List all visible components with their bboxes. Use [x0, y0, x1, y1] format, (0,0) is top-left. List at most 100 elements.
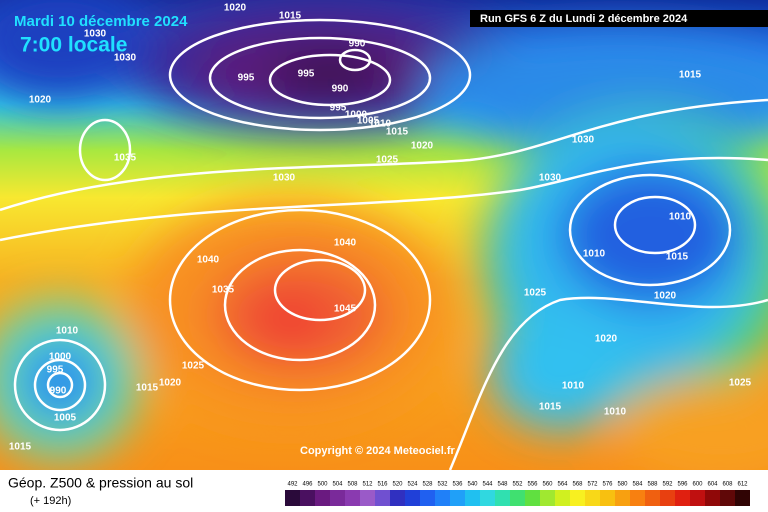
- legend-label: 596: [677, 482, 688, 488]
- isobar-label: 1010: [604, 407, 627, 418]
- legend-label: 520: [392, 482, 403, 488]
- legend-label: 512: [362, 482, 373, 488]
- legend-label: 560: [542, 482, 553, 488]
- map-background: [0, 0, 768, 470]
- legend-swatch: [735, 490, 750, 506]
- isobar-label: 1030: [539, 173, 562, 184]
- time-title: 7:00 locale: [20, 34, 127, 57]
- isobar-label: 995: [47, 365, 64, 376]
- isobar-label: 1035: [114, 153, 137, 164]
- isobar-label: 1010: [562, 381, 585, 392]
- legend-label: 492: [287, 482, 298, 488]
- legend-label: 552: [512, 482, 523, 488]
- isobar-label: 1015: [279, 11, 302, 22]
- isobar-label: 1045: [334, 304, 357, 315]
- isobars: [0, 18, 768, 470]
- isobar-label: 1020: [654, 291, 677, 302]
- legend-label: 608: [722, 482, 733, 488]
- isobar-label: 1030: [572, 135, 595, 146]
- legend-swatch: [405, 490, 420, 506]
- isobar-label: 1010: [369, 119, 392, 130]
- legend-swatch: [480, 490, 495, 506]
- legend-swatch: [330, 490, 345, 506]
- legend-label: 604: [707, 482, 718, 488]
- legend-swatch: [600, 490, 615, 506]
- legend-label: 548: [497, 482, 508, 488]
- legend-swatch: [555, 490, 570, 506]
- legend-label: 612: [737, 482, 748, 488]
- legend-swatch: [720, 490, 735, 506]
- legend-label: 576: [602, 482, 613, 488]
- legend-swatch: [510, 490, 525, 506]
- legend-label: 516: [377, 482, 388, 488]
- isobar-label: 1015: [666, 252, 689, 263]
- legend-label: 592: [662, 482, 673, 488]
- legend-swatch: [675, 490, 690, 506]
- copyright: Copyright © 2024 Meteociel.fr: [300, 445, 456, 457]
- isobar-label: 1040: [334, 238, 357, 249]
- legend-label: 572: [587, 482, 598, 488]
- isobar-label: 995: [330, 103, 347, 114]
- legend-label: 556: [527, 482, 538, 488]
- isobar-label: 1010: [583, 249, 606, 260]
- isobar-label: 1005: [54, 413, 77, 424]
- isobar-label: 1005: [357, 116, 380, 127]
- legend-swatch: [300, 490, 315, 506]
- footer-lead: (+ 192h): [30, 495, 71, 507]
- legend-swatch: [420, 490, 435, 506]
- isobar-label: 1030: [84, 29, 107, 40]
- isobar-label: 1020: [224, 3, 247, 14]
- isobar-label: 1010: [56, 326, 79, 337]
- isobar-label: 1020: [595, 334, 618, 345]
- isobar-label: 1020: [411, 141, 434, 152]
- legend-label: 524: [407, 482, 418, 488]
- legend-swatch: [630, 490, 645, 506]
- legend-swatch: [285, 490, 300, 506]
- legend-label: 496: [302, 482, 313, 488]
- legend-swatch: [345, 490, 360, 506]
- legend-swatch: [570, 490, 585, 506]
- legend-label: 536: [452, 482, 463, 488]
- isobar-label: 1015: [136, 383, 159, 394]
- legend-label: 588: [647, 482, 658, 488]
- legend-swatch: [450, 490, 465, 506]
- date-title: Mardi 10 décembre 2024: [14, 13, 188, 30]
- isobar-label: 1000: [345, 110, 368, 121]
- isobar-label: 1020: [29, 95, 52, 106]
- legend-label: 540: [467, 482, 478, 488]
- isobar-label: 1015: [679, 70, 702, 81]
- legend-swatch: [660, 490, 675, 506]
- isobar-label: 1025: [182, 361, 205, 372]
- isobar-label: 1030: [114, 53, 137, 64]
- run-banner: [470, 10, 768, 27]
- legend-label: 564: [557, 482, 568, 488]
- isobar-label: 1010: [669, 212, 692, 223]
- legend-swatch: [615, 490, 630, 506]
- isobar-label: 990: [332, 84, 349, 95]
- legend-swatch: [465, 490, 480, 506]
- isobar-label: 1015: [9, 442, 32, 453]
- legend-swatch: [435, 490, 450, 506]
- legend-swatch: [315, 490, 330, 506]
- legend-swatch: [525, 490, 540, 506]
- legend-swatch: [540, 490, 555, 506]
- legend-swatch: [705, 490, 720, 506]
- legend-label: 504: [332, 482, 343, 488]
- isobar-label: 1020: [159, 378, 182, 389]
- legend-label: 544: [482, 482, 493, 488]
- legend-label: 580: [617, 482, 628, 488]
- legend-swatch: [645, 490, 660, 506]
- run-info: Run GFS 6 Z du Lundi 2 décembre 2024: [480, 13, 688, 25]
- legend-swatch: [585, 490, 600, 506]
- legend-swatch: [360, 490, 375, 506]
- legend-swatch: [390, 490, 405, 506]
- isobar-label: 1040: [197, 255, 220, 266]
- legend-label: 532: [437, 482, 448, 488]
- isobar-label: 1030: [273, 173, 296, 184]
- isobar-label: 1015: [386, 127, 409, 138]
- legend-swatch: [375, 490, 390, 506]
- isobar-label: 1025: [729, 378, 752, 389]
- legend-label: 500: [317, 482, 328, 488]
- legend-label: 584: [632, 482, 643, 488]
